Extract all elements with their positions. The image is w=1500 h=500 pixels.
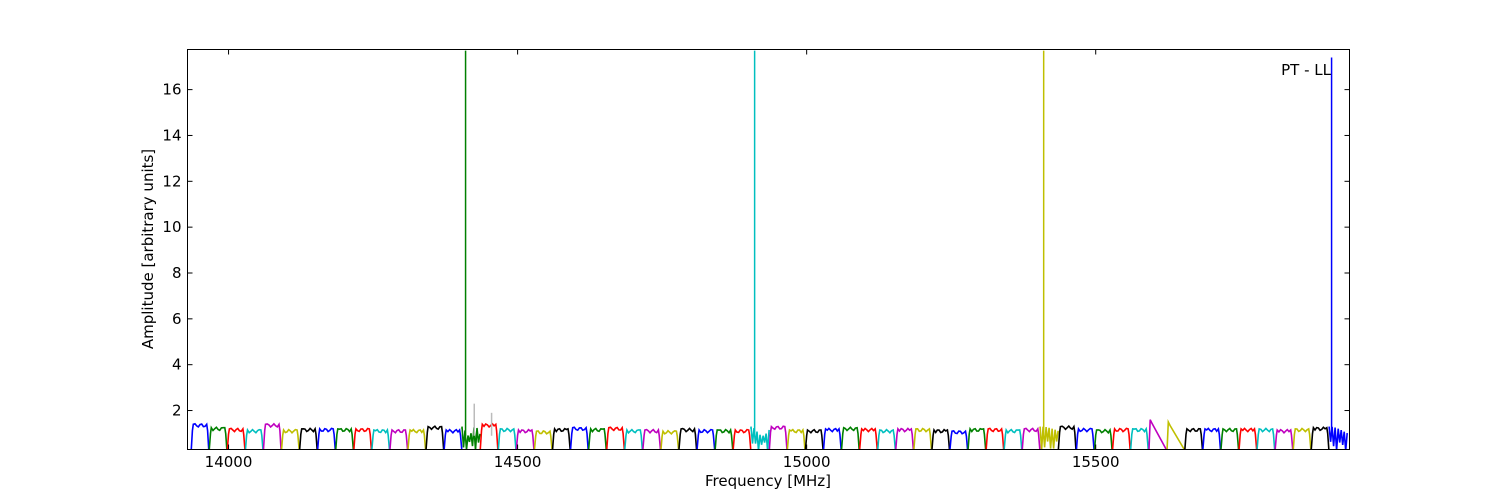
ticks-layer: 14000 14500 15000 15500 2 4 6 8 10 12 14 16 (162, 49, 1350, 471)
y-axis-label: Amplitude [arbitrary units] (139, 149, 157, 349)
channel-line-41 (931, 427, 951, 450)
channel-line-20 (551, 426, 571, 450)
y-tick-label: 12 (162, 172, 181, 190)
channel-line-3 (244, 427, 264, 450)
series-layer (190, 50, 1348, 450)
channel-line-26 (660, 429, 680, 450)
channel-line-38 (877, 428, 897, 450)
channel-line-30 (732, 428, 752, 450)
x-tick-label: 15000 (783, 453, 831, 471)
y-tick-label: 14 (162, 126, 181, 144)
channel-line-1 (208, 425, 228, 450)
channel-line-55 (1184, 427, 1204, 450)
plot-frame (187, 49, 1350, 450)
channel-line-36 (840, 426, 860, 450)
channel-line-49 (1075, 426, 1095, 450)
channel-line-56 (1202, 426, 1222, 450)
channel-line-42 (949, 429, 969, 450)
channel-line-5 (280, 427, 300, 450)
channel-line-17 (497, 427, 517, 450)
channel-line-7 (316, 426, 336, 450)
channel-line-57 (1220, 427, 1240, 450)
channel-line-27 (678, 426, 698, 450)
channel-line-15 (461, 426, 481, 450)
channel-line-6 (298, 426, 318, 450)
channel-line-52 (1129, 426, 1149, 450)
channel-line-39 (895, 426, 915, 450)
channel-line-23 (606, 425, 626, 450)
channel-line-37 (858, 427, 878, 450)
annotation-label: PT - LL (1281, 61, 1332, 79)
channel-line-43 (967, 426, 987, 450)
channel-line-11 (389, 428, 409, 450)
y-tick-label: 16 (162, 81, 181, 99)
y-tick-label: 6 (172, 310, 182, 328)
x-axis-label: Frequency [MHz] (705, 472, 831, 490)
channel-line-28 (696, 427, 716, 450)
channel-line-32 (768, 424, 788, 450)
channel-line-24 (624, 427, 644, 450)
y-tick-label: 10 (162, 218, 181, 236)
channel-line-44 (985, 427, 1005, 450)
channel-line-51 (1111, 426, 1131, 450)
channel-line-45 (1003, 427, 1023, 450)
channel-line-0 (190, 422, 210, 450)
channel-line-46 (1021, 426, 1041, 450)
channel-line-21 (569, 425, 589, 450)
channel-line-29 (714, 427, 734, 450)
channel-line-47 (1039, 426, 1059, 450)
channel-line-18 (515, 427, 535, 450)
channel-line-59 (1256, 427, 1276, 450)
channel-line-34 (804, 428, 824, 450)
channel-line-25 (642, 427, 662, 450)
channel-line-12 (407, 428, 427, 450)
channel-line-40 (913, 427, 933, 450)
y-tick-label: 8 (172, 264, 182, 282)
y-tick-label: 4 (172, 356, 182, 374)
channel-line-58 (1238, 427, 1258, 450)
channel-line-33 (786, 427, 806, 450)
channel-line-48 (1057, 424, 1077, 450)
channel-line-4 (262, 422, 282, 450)
x-tick-label: 14500 (494, 453, 542, 471)
channel-line-14 (443, 428, 463, 450)
channel-line-31 (750, 426, 770, 450)
channel-line-8 (335, 426, 355, 450)
x-tick-label: 14000 (205, 453, 253, 471)
channel-line-50 (1093, 427, 1113, 450)
channel-line-13 (425, 425, 445, 450)
channel-line-2 (226, 426, 246, 450)
channel-line-60 (1274, 428, 1294, 450)
channel-line-16 (479, 422, 499, 450)
channel-line-35 (822, 427, 842, 450)
channel-line-10 (371, 427, 391, 450)
channel-line-61 (1292, 427, 1312, 450)
x-tick-label: 15500 (1072, 453, 1120, 471)
channel-line-54 (1166, 418, 1185, 450)
channel-line-9 (353, 427, 373, 450)
channel-line-19 (533, 429, 553, 450)
y-tick-label: 2 (172, 402, 182, 420)
channel-line-62 (1310, 425, 1330, 450)
channel-line-53 (1148, 419, 1167, 450)
channel-line-22 (587, 426, 607, 450)
